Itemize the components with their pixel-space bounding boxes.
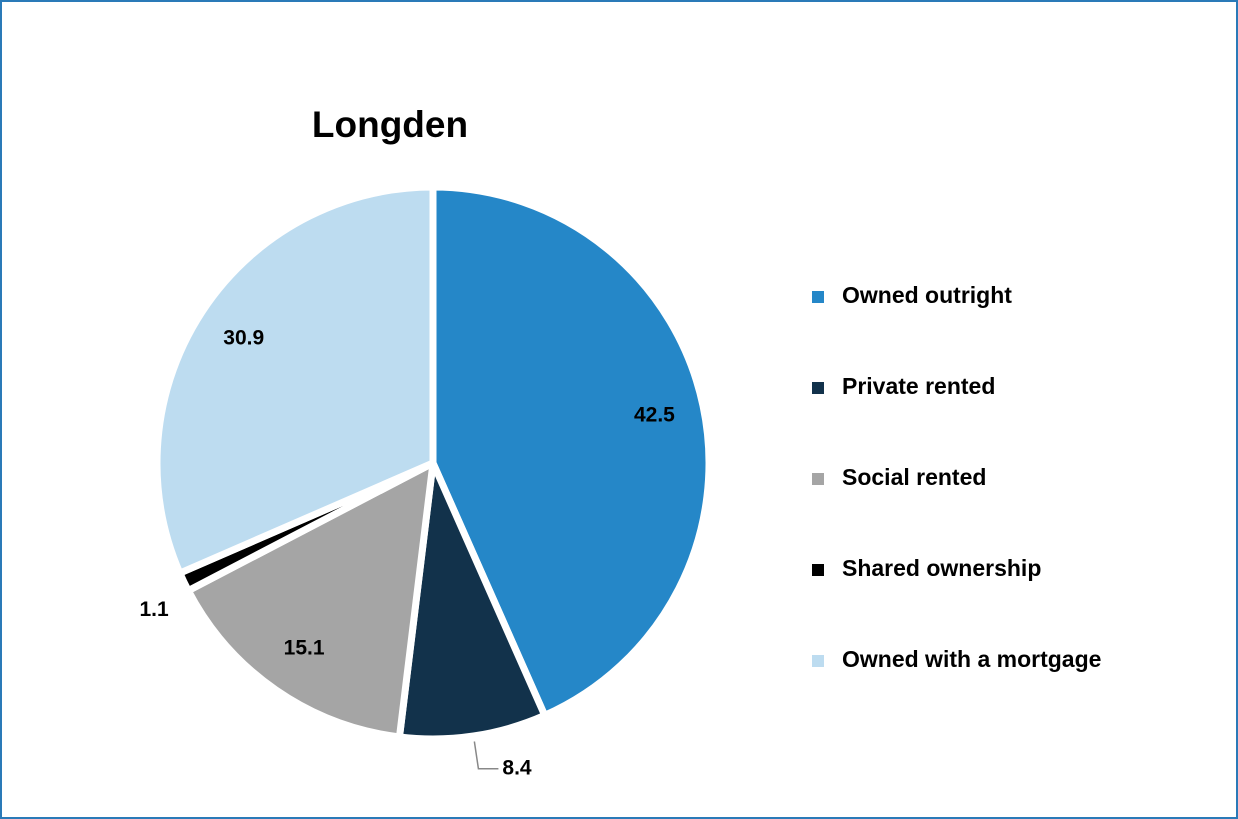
leader-line [473, 741, 499, 770]
pie-slice [429, 183, 713, 719]
data-label: 1.1 [139, 598, 169, 621]
data-label: 42.5 [634, 404, 675, 427]
legend-swatch [812, 382, 824, 394]
legend-label: Owned with a mortgage [842, 646, 1101, 672]
legend-swatch [812, 291, 824, 303]
legend-label: Shared ownership [842, 555, 1041, 581]
data-label: 8.4 [502, 756, 532, 779]
legend-swatch [812, 655, 824, 667]
pie-slice [184, 459, 437, 741]
chart-title: Longden [312, 104, 468, 145]
data-label: 30.9 [223, 326, 264, 349]
pie-slice [153, 183, 437, 577]
pie-slice [395, 459, 549, 743]
legend-swatch [812, 473, 824, 485]
legend-label: Owned outright [842, 282, 1012, 308]
legend-label: Private rented [842, 373, 995, 399]
legend-swatch [812, 564, 824, 576]
legend-label: Social rented [842, 464, 986, 490]
data-label: 15.1 [284, 637, 325, 660]
